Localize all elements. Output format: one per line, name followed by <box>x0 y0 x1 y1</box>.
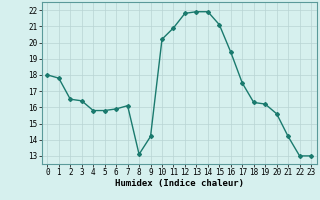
X-axis label: Humidex (Indice chaleur): Humidex (Indice chaleur) <box>115 179 244 188</box>
